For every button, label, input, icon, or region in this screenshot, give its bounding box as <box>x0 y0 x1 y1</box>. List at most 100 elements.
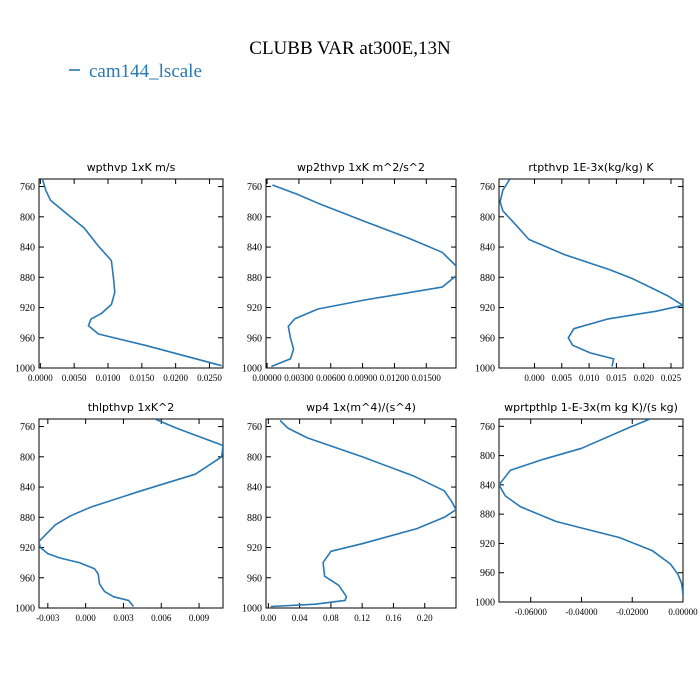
y-tick-label: 920 <box>247 543 262 554</box>
panel-6: wprtpthlp 1-E-3x(m kg K)/(s kg) 760 800 840… <box>475 401 698 617</box>
y-tick-label: 840 <box>480 480 495 491</box>
x-tick-label: 0.015 <box>606 373 627 383</box>
x-tick-label: 0.00600 <box>316 373 346 383</box>
y-tick-label: 960 <box>247 333 262 344</box>
y-tick-label: 880 <box>480 510 495 521</box>
x-tick-label: 0.0000 <box>28 373 53 383</box>
y-tick-label: 760 <box>20 422 35 433</box>
y-tick-label: 760 <box>20 182 35 193</box>
y-tick-label: 800 <box>247 452 262 463</box>
plot-frame <box>498 178 684 369</box>
x-tick-label: 0.00000 <box>252 373 282 383</box>
x-tick-label: 0.01200 <box>380 373 410 383</box>
y-tick-label: 800 <box>480 451 495 462</box>
x-tick-label: 0.01500 <box>412 373 442 383</box>
panel-4: thlpthvp 1xK^2 760 800 840 880 920 960 1000-0.0… <box>15 401 224 623</box>
y-tick-label: 1000 <box>15 604 35 615</box>
panel-title: wprtpthlp 1-E-3x(m kg K)/(s kg) <box>504 401 678 414</box>
y-tick-label: 1000 <box>242 604 262 615</box>
series-line <box>39 419 223 608</box>
x-tick-label: 0.006 <box>151 613 172 623</box>
y-tick-label: 800 <box>20 452 35 463</box>
y-tick-label: 960 <box>480 333 495 344</box>
y-tick-label: 800 <box>480 212 495 223</box>
x-tick-label: 0.000 <box>76 613 97 623</box>
panels: wpthvp 1xK m/s76080084088092096010000.00… <box>15 161 698 623</box>
y-tick-label: 840 <box>20 243 35 254</box>
y-tick-label: 800 <box>20 212 35 223</box>
x-tick-label: 0.00000 <box>668 607 698 617</box>
x-tick-label: 0.003 <box>113 613 134 623</box>
series-line <box>41 179 222 367</box>
y-tick-label: 840 <box>247 483 262 494</box>
y-tick-label: 920 <box>20 543 35 554</box>
y-tick-label: 1000 <box>475 598 495 609</box>
figure-title: CLUBB VAR at300E,13N <box>249 38 451 59</box>
y-tick-label: 840 <box>20 483 35 494</box>
series-line <box>270 419 456 608</box>
y-tick-label: 920 <box>480 303 495 314</box>
panel-title: wp2thvp 1xK m^2/s^2 <box>297 161 425 174</box>
x-tick-label: 0.020 <box>634 373 655 383</box>
y-tick-label: 880 <box>247 273 262 284</box>
x-tick-label: 0.08 <box>323 613 339 623</box>
x-tick-label: 0.16 <box>386 613 402 623</box>
x-tick-label: -0.02000 <box>616 607 649 617</box>
x-tick-label: 0.009 <box>189 613 210 623</box>
x-tick-label: 0.025 <box>661 373 682 383</box>
y-tick-label: 800 <box>247 212 262 223</box>
y-tick-label: 760 <box>480 422 495 433</box>
plot-frame <box>265 418 457 609</box>
x-tick-label: 0.00300 <box>284 373 314 383</box>
x-tick-label: 0.0150 <box>129 373 154 383</box>
x-tick-label: 0.0050 <box>62 373 87 383</box>
x-tick-label: 0.12 <box>354 613 370 623</box>
panel-title: thlpthvp 1xK^2 <box>88 401 175 414</box>
y-tick-label: 840 <box>247 243 262 254</box>
y-tick-label: 960 <box>20 573 35 584</box>
x-tick-label: 0.000 <box>524 373 545 383</box>
x-tick-label: 0.0200 <box>163 373 188 383</box>
y-tick-label: 760 <box>247 182 262 193</box>
x-tick-label: -0.003 <box>36 613 60 623</box>
y-tick-label: 1000 <box>15 364 35 375</box>
y-tick-label: 840 <box>480 243 495 254</box>
y-tick-label: 880 <box>20 273 35 284</box>
panel-2: wp2thvp 1xK m^2/s^2 760 800 840 880 920 960 100… <box>242 161 457 383</box>
y-tick-label: 760 <box>247 422 262 433</box>
legend-label: cam144_lscale <box>89 61 202 82</box>
y-tick-label: 960 <box>247 573 262 584</box>
x-tick-label: -0.06000 <box>515 607 548 617</box>
panel-3: rtpthvp 1E-3x(kg/kg) K 760 800 840 880 920 960… <box>475 161 684 383</box>
legend: cam144_lscale <box>69 61 202 82</box>
panel-title: wp4 1x(m^4)/(s^4) <box>306 401 416 414</box>
plot-frame <box>265 178 457 369</box>
x-tick-label: 0.010 <box>579 373 600 383</box>
y-tick-label: 960 <box>20 333 35 344</box>
x-tick-label: 0.00900 <box>348 373 378 383</box>
panel-1: wpthvp 1xK m/s76080084088092096010000.00… <box>15 161 224 383</box>
panel-title: rtpthvp 1E-3x(kg/kg) K <box>528 161 654 174</box>
series-line <box>499 179 683 367</box>
y-tick-label: 880 <box>247 513 262 524</box>
series-line <box>271 184 456 368</box>
y-tick-label: 880 <box>20 513 35 524</box>
plot-frame <box>38 178 224 369</box>
x-tick-label: -0.04000 <box>565 607 598 617</box>
x-tick-label: 0.0250 <box>197 373 222 383</box>
x-tick-label: 0.005 <box>552 373 573 383</box>
panel-title: wpthvp 1xK m/s <box>87 161 176 174</box>
x-tick-label: 0.00 <box>260 613 276 623</box>
series-line <box>499 419 683 595</box>
y-tick-label: 760 <box>480 182 495 193</box>
y-tick-label: 880 <box>480 273 495 284</box>
y-tick-label: 920 <box>247 303 262 314</box>
y-tick-label: 920 <box>480 539 495 550</box>
y-tick-label: 920 <box>20 303 35 314</box>
plot-frame <box>498 418 684 603</box>
y-tick-label: 1000 <box>242 364 262 375</box>
x-tick-label: 0.04 <box>292 613 308 623</box>
plot-frame <box>38 418 224 609</box>
x-tick-label: 0.0100 <box>96 373 121 383</box>
